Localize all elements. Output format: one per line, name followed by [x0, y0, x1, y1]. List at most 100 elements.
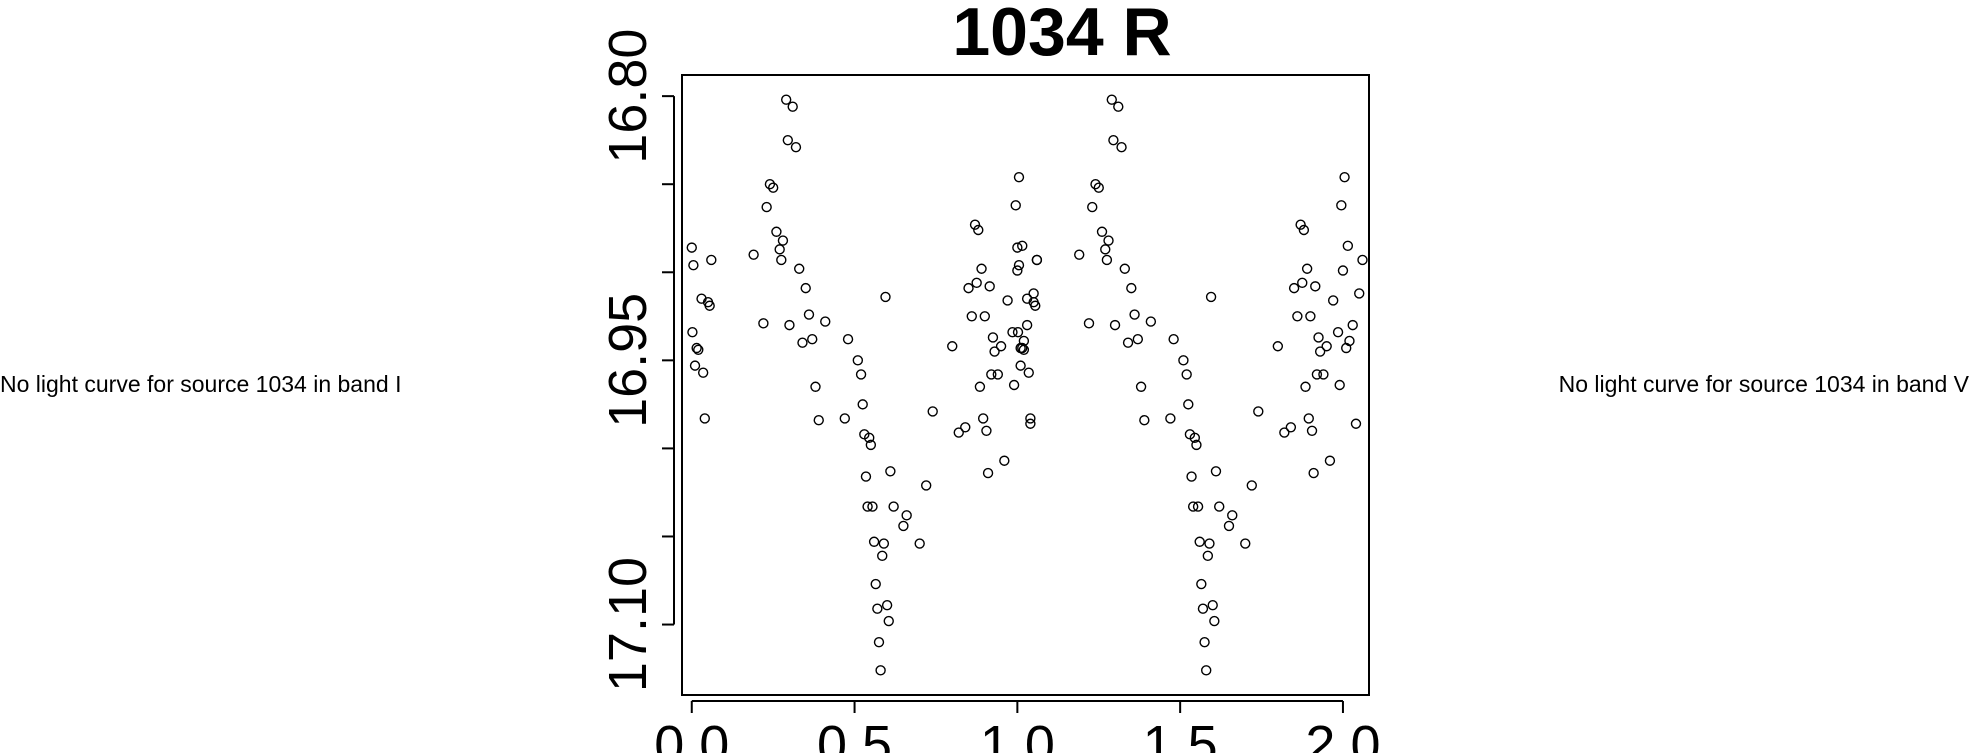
data-point — [842, 334, 854, 345]
data-point — [862, 501, 873, 512]
y-tick-label: 16.80 — [598, 29, 658, 164]
data-point — [873, 636, 885, 648]
data-point — [987, 332, 999, 343]
data-point — [1332, 326, 1344, 338]
data-point — [782, 134, 794, 146]
data-point — [947, 341, 958, 352]
data-point — [979, 311, 991, 322]
data-point — [1145, 316, 1157, 327]
data-point — [810, 381, 821, 392]
data-point — [1083, 318, 1095, 329]
data-point — [1210, 466, 1222, 477]
data-point — [1204, 538, 1215, 549]
data-point — [1197, 603, 1209, 614]
data-point — [971, 277, 982, 289]
data-point — [1337, 265, 1349, 276]
data-point — [953, 427, 964, 438]
data-point — [1109, 319, 1121, 331]
data-point — [1017, 342, 1028, 354]
data-point — [1327, 295, 1339, 306]
y-tick-label: 16.95 — [598, 293, 658, 428]
data-point — [883, 615, 894, 627]
data-point — [1201, 665, 1212, 676]
data-point — [780, 94, 792, 105]
data-point — [1007, 326, 1018, 338]
data-point — [1087, 201, 1098, 213]
data-point — [790, 142, 802, 153]
data-point — [1023, 367, 1034, 378]
y-tick-label: 17.10 — [598, 557, 658, 692]
data-point — [976, 263, 987, 274]
data-point — [813, 415, 824, 426]
data-point — [872, 603, 883, 614]
data-point — [1311, 369, 1323, 380]
data-point — [689, 360, 701, 371]
data-point — [1012, 326, 1024, 338]
data-point — [784, 319, 795, 331]
data-point — [995, 341, 1007, 352]
data-point — [984, 281, 995, 292]
data-point — [1103, 235, 1114, 246]
data-point — [1074, 249, 1085, 260]
data-point — [1207, 599, 1218, 611]
data-point — [1178, 355, 1189, 366]
data-point — [1017, 240, 1028, 252]
data-point — [1113, 101, 1124, 112]
data-point — [688, 260, 699, 271]
data-point — [1096, 226, 1108, 237]
data-point — [1030, 300, 1041, 311]
data-point — [1135, 381, 1147, 392]
data-point — [691, 342, 702, 354]
data-point — [1342, 240, 1354, 252]
data-point — [880, 291, 891, 303]
data-point — [1205, 291, 1217, 303]
data-point — [855, 369, 867, 380]
data-point — [1192, 501, 1204, 512]
data-point — [1354, 288, 1365, 299]
data-point — [888, 501, 899, 512]
no-curve-note-band-v: No light curve for source 1034 in band V — [1558, 371, 1969, 397]
data-point — [1186, 471, 1197, 482]
data-point — [1181, 369, 1192, 380]
data-point — [1093, 182, 1104, 193]
data-point — [1116, 142, 1127, 153]
data-point — [999, 455, 1010, 466]
data-point — [1106, 94, 1117, 105]
data-point — [1347, 319, 1358, 331]
chart-title: 1034 R — [952, 0, 1171, 70]
data-point — [981, 425, 992, 436]
data-point — [1223, 520, 1235, 532]
data-point — [1227, 510, 1238, 521]
data-point — [986, 369, 997, 380]
data-point — [973, 224, 984, 236]
data-point — [1101, 254, 1113, 266]
data-point — [1308, 467, 1319, 479]
data-point — [1025, 413, 1036, 424]
x-tick-label: 0.5 — [817, 715, 892, 753]
data-point — [800, 282, 811, 294]
data-point — [1189, 432, 1201, 444]
data-point — [761, 201, 772, 213]
data-point — [1191, 439, 1202, 451]
data-point — [969, 219, 981, 230]
data-point — [1303, 413, 1314, 424]
data-point — [1090, 179, 1101, 190]
data-point — [1183, 399, 1194, 410]
data-point — [901, 510, 912, 521]
data-point — [697, 367, 709, 378]
data-point — [1025, 418, 1036, 429]
data-point — [1301, 263, 1313, 274]
data-point — [787, 101, 798, 112]
data-point — [820, 316, 831, 327]
no-curve-note-band-i: No light curve for source 1034 in band I — [0, 371, 402, 397]
data-point — [1334, 379, 1345, 391]
data-point — [1199, 636, 1210, 648]
data-point — [1305, 311, 1316, 322]
data-points — [686, 94, 1368, 676]
x-tick-label: 1.5 — [1143, 715, 1218, 753]
x-tick-label: 1.0 — [980, 715, 1055, 753]
data-point — [686, 242, 697, 253]
data-point — [1344, 335, 1355, 347]
data-point — [885, 466, 896, 477]
